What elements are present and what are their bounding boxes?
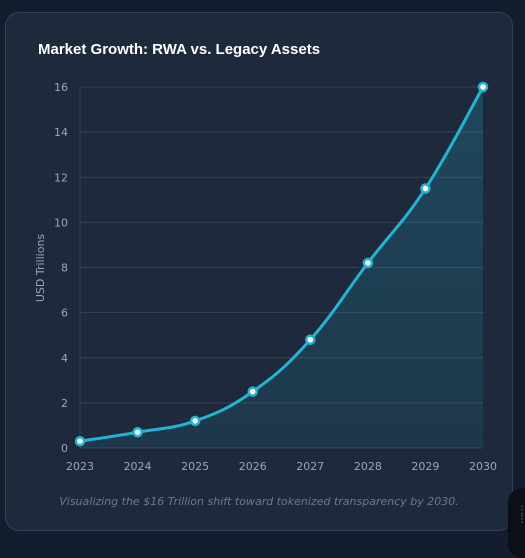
x-tick-label: 2024: [124, 460, 152, 473]
y-axis-ticks: 0 2 4 6 8 10 12 14 16: [54, 81, 68, 455]
x-axis-ticks: 2023 2024 2025 2026 2027 2028 2029 2030: [66, 460, 497, 473]
y-tick-label: 12: [54, 171, 68, 184]
x-tick-label: 2029: [411, 460, 439, 473]
y-axis-label: USD Trillions: [34, 234, 47, 303]
x-tick-label: 2025: [181, 460, 209, 473]
data-point[interactable]: [247, 386, 258, 397]
x-tick-label: 2030: [469, 460, 497, 473]
data-point[interactable]: [420, 183, 431, 194]
y-tick-label: 10: [54, 216, 68, 229]
series-area: [80, 87, 483, 448]
x-tick-label: 2023: [66, 460, 94, 473]
data-point[interactable]: [362, 257, 374, 269]
grip-icon: ⋮ ⋮: [517, 505, 525, 525]
y-tick-label: 2: [61, 397, 68, 410]
y-tick-label: 6: [61, 307, 68, 320]
data-point[interactable]: [132, 426, 143, 438]
y-tick-label: 14: [54, 126, 68, 139]
x-tick-label: 2027: [296, 460, 324, 473]
x-tick-label: 2028: [354, 460, 382, 473]
chart-title: Market Growth: RWA vs. Legacy Assets: [38, 41, 321, 58]
data-point[interactable]: [477, 81, 489, 93]
y-tick-label: 0: [61, 442, 68, 455]
y-tick-label: 4: [61, 352, 68, 365]
floating-widget-handle[interactable]: ⋮ ⋮: [508, 488, 525, 558]
x-tick-label: 2026: [239, 460, 267, 473]
data-point[interactable]: [74, 435, 86, 447]
data-point[interactable]: [189, 415, 201, 427]
y-tick-label: 16: [54, 81, 68, 94]
chart-caption: Visualizing the $16 Trillion shift towar…: [59, 495, 459, 508]
y-tick-label: 8: [61, 262, 68, 275]
series-points: [74, 81, 489, 447]
data-point[interactable]: [305, 334, 316, 345]
